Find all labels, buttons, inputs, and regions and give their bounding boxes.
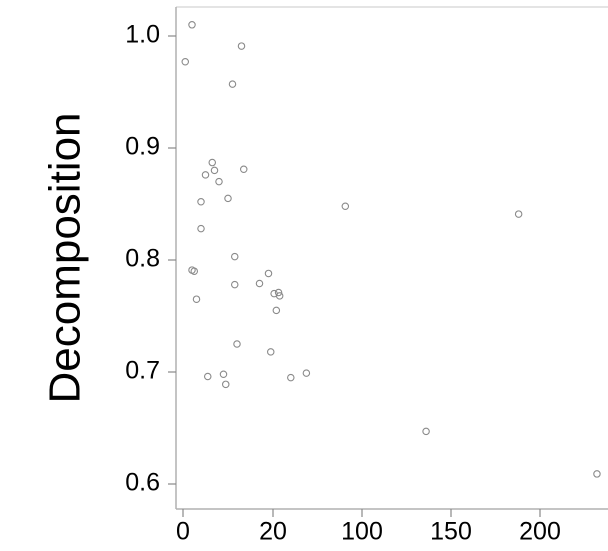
data-point	[274, 288, 283, 297]
x-axis-ticks: 0 20 100 150 200	[176, 509, 561, 546]
data-point	[228, 80, 237, 88]
data-point	[266, 348, 275, 356]
data-point	[197, 198, 205, 206]
data-point	[287, 373, 295, 382]
data-point	[240, 165, 248, 174]
data-point	[341, 202, 350, 210]
data-point	[208, 158, 217, 167]
y-tick-label: 0.8	[125, 245, 160, 273]
x-tick-label: 100	[341, 518, 383, 546]
y-tick-label: 0.7	[125, 357, 160, 385]
x-tick-label: 200	[519, 518, 561, 546]
data-point	[302, 369, 311, 377]
data-point	[219, 370, 228, 378]
y-tick-label: 0.9	[125, 133, 160, 161]
y-tick-label: 1.0	[125, 21, 160, 49]
data-point	[204, 372, 212, 381]
data-point	[593, 470, 601, 478]
data-point	[197, 224, 205, 233]
data-point	[201, 171, 210, 179]
x-tick-label: 20	[259, 518, 287, 546]
data-point	[224, 194, 232, 203]
data-point	[275, 292, 284, 300]
x-tick-label: 150	[430, 518, 472, 546]
data-point	[192, 295, 201, 303]
data-point	[188, 21, 196, 29]
x-tick-label: 0	[176, 518, 190, 546]
data-point	[272, 306, 281, 315]
data-point	[237, 42, 246, 50]
y-axis-title: Decomposition	[41, 112, 90, 403]
data-point	[190, 267, 199, 275]
plot-frame	[175, 6, 608, 510]
data-point	[215, 177, 223, 186]
data-point	[210, 166, 219, 175]
data-point	[231, 252, 239, 261]
data-point	[514, 210, 523, 218]
data-point	[422, 427, 430, 436]
data-point	[181, 58, 190, 66]
data-point	[255, 279, 264, 288]
y-axis-ticks: 0.6 0.7 0.8 0.9 1.0	[125, 21, 176, 497]
data-points	[181, 21, 601, 478]
y-tick-label: 0.6	[125, 469, 160, 497]
data-point	[222, 380, 230, 389]
data-point	[231, 280, 239, 289]
data-point	[264, 269, 273, 278]
data-point	[233, 340, 241, 348]
